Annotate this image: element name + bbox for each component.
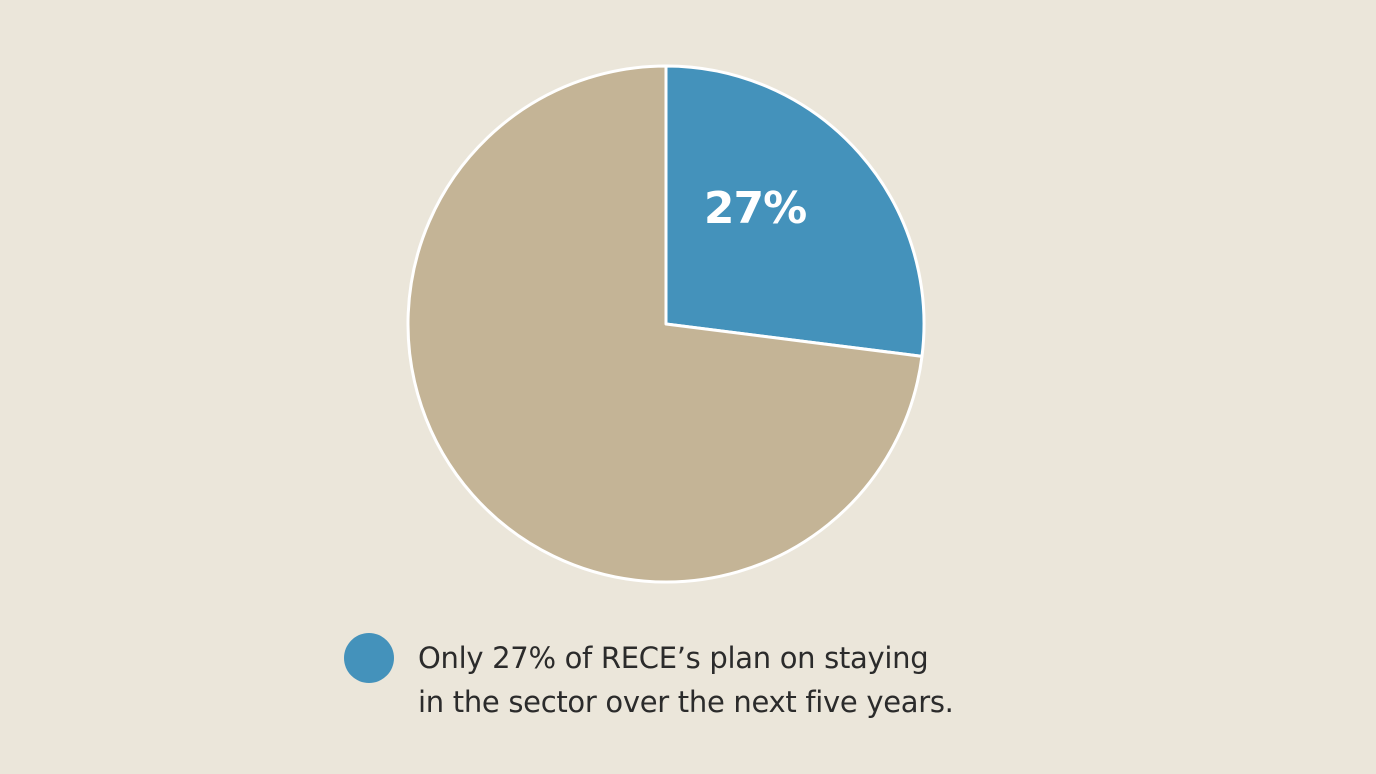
pie-slice-1 <box>664 64 926 358</box>
legend: Only 27% of RECE’s plan on staying in th… <box>344 633 998 724</box>
slice-label-1: 27% <box>704 183 806 234</box>
pie-slice-2 <box>406 64 924 584</box>
legend-text: Only 27% of RECE’s plan on staying in th… <box>418 641 954 719</box>
legend-swatch <box>344 633 394 683</box>
